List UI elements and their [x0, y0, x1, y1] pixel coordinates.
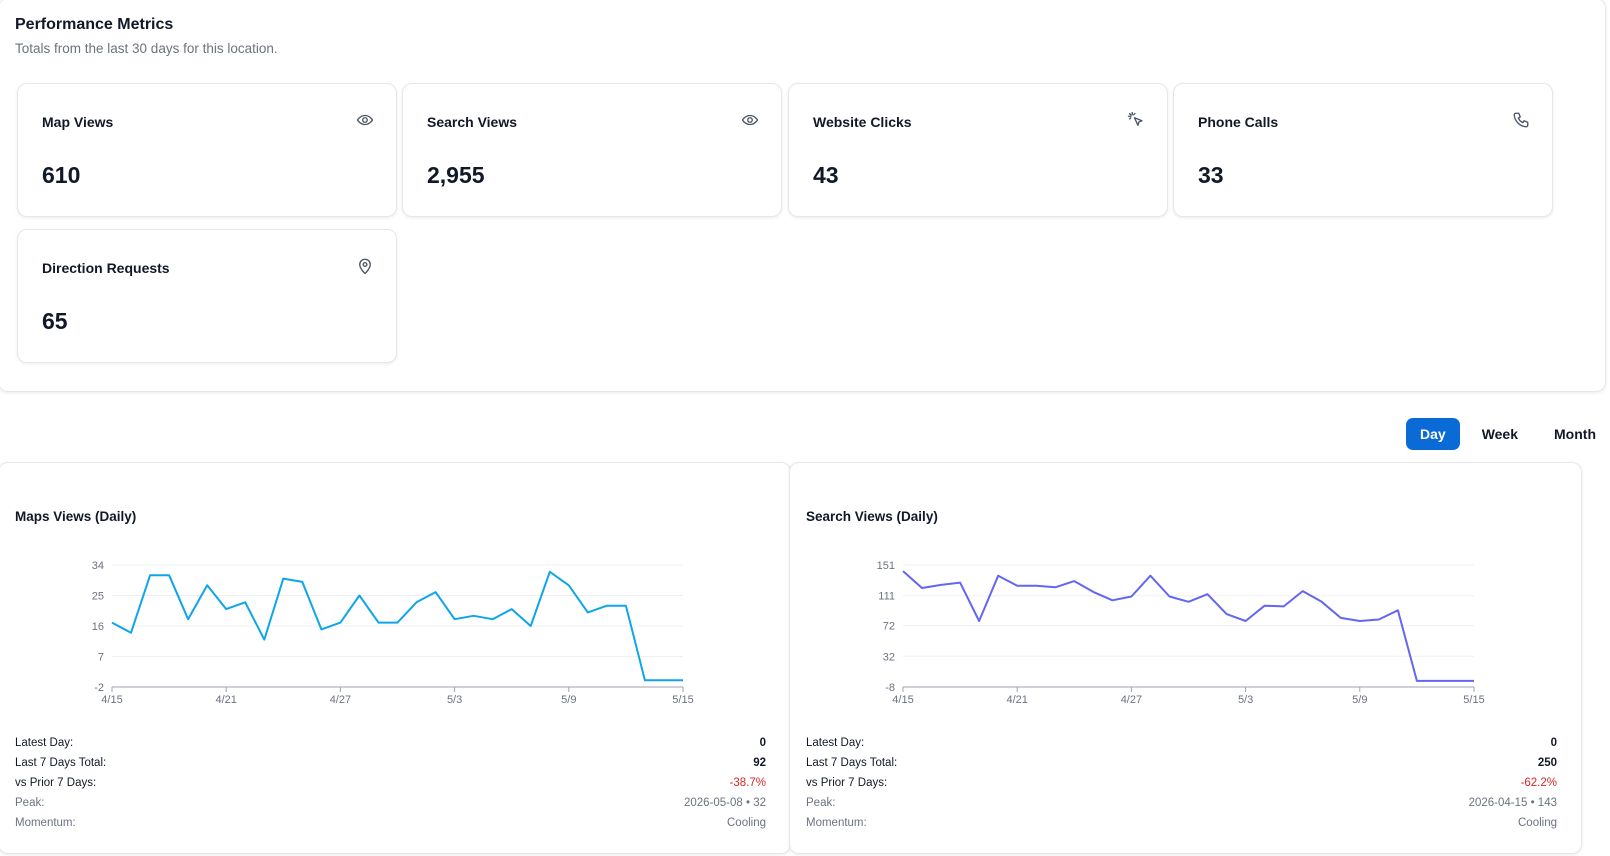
x-tick-label: 4/21	[1006, 694, 1027, 706]
metric-label: Search Views	[427, 114, 518, 130]
stat-row-last7: Last 7 Days Total: 92	[15, 753, 766, 773]
x-tick-label: 5/15	[1463, 694, 1484, 706]
stat-row-prior: vs Prior 7 Days: -38.7%	[15, 773, 766, 793]
metric-label: Map Views	[42, 114, 114, 130]
series-line	[111, 570, 683, 682]
y-tick-label: 151	[877, 560, 895, 572]
chart-stats: Latest Day: 0 Last 7 Days Total: 250 vs Pr…	[806, 733, 1557, 833]
metric-value: 43	[813, 162, 839, 188]
stat-label: Momentum:	[806, 817, 867, 829]
y-tick-label: 72	[883, 621, 895, 633]
stat-value: 250	[1537, 757, 1557, 769]
x-tick-label: 4/15	[101, 694, 122, 706]
y-tick-label: 34	[92, 560, 104, 572]
stat-label: Peak:	[15, 797, 45, 809]
phone-icon	[1512, 111, 1530, 129]
stat-label: Latest Day:	[15, 737, 74, 749]
metric-card-map-views: Map Views 610	[17, 83, 397, 217]
x-tick-label: 5/15	[672, 694, 693, 706]
metric-value: 65	[42, 308, 68, 334]
series-line	[902, 570, 1474, 682]
stat-value: -38.7%	[729, 777, 766, 789]
y-tick-label: -2	[94, 682, 104, 694]
chart-stats: Latest Day: 0 Last 7 Days Total: 92 vs Pri…	[15, 733, 766, 833]
chart-title: Maps Views (Daily)	[15, 509, 137, 524]
metric-label: Website Clicks	[813, 114, 912, 130]
metric-label: Phone Calls	[1198, 114, 1279, 130]
eye-icon	[356, 111, 374, 129]
y-tick-label: -8	[885, 682, 895, 694]
cursor-click-icon	[1127, 111, 1145, 129]
stat-label: vs Prior 7 Days:	[806, 777, 888, 789]
chart-card-maps-views: Maps Views (Daily) -2 7 16 25 34 4/15 4/21 4/27…	[0, 462, 791, 854]
x-tick-label: 5/9	[561, 694, 576, 706]
maps-views-line-chart: -2 7 16 25 34 4/15 4/21 4/27 5/3 5/9 5/15	[92, 560, 694, 706]
tab-week[interactable]: Week	[1468, 418, 1532, 450]
x-tick-label: 4/15	[892, 694, 913, 706]
tab-month[interactable]: Month	[1540, 418, 1610, 450]
y-tick-label: 111	[878, 591, 895, 603]
stat-label: Momentum:	[15, 817, 76, 829]
stat-value: -62.2%	[1520, 777, 1557, 789]
x-tick-label: 5/9	[1352, 694, 1367, 706]
metric-card-phone-calls: Phone Calls 33	[1173, 83, 1553, 217]
stat-value: 2026-05-08 • 32	[683, 797, 766, 809]
x-tick-label: 5/3	[1238, 694, 1253, 706]
stat-value: Cooling	[1518, 817, 1557, 829]
performance-metrics-panel: Performance Metrics Totals from the last…	[0, 0, 1606, 392]
map-pin-icon	[356, 257, 374, 275]
stat-row-momentum: Momentum: Cooling	[15, 813, 766, 833]
stat-row-momentum: Momentum: Cooling	[806, 813, 1557, 833]
x-tick-label: 5/3	[447, 694, 462, 706]
search-views-line-chart: -8 32 72 111 151 4/15 4/21 4/27 5/3 5/9 5/15	[877, 560, 1485, 706]
y-tick-label: 16	[92, 621, 104, 633]
stat-row-peak: Peak: 2026-05-08 • 32	[15, 793, 766, 813]
tab-day[interactable]: Day	[1406, 418, 1460, 450]
metric-card-direction-requests: Direction Requests 65	[17, 229, 397, 363]
metric-value: 610	[42, 162, 81, 188]
metric-label: Direction Requests	[42, 260, 170, 276]
eye-icon	[741, 111, 759, 129]
period-tabs: Day Week Month	[1406, 418, 1610, 450]
stat-label: vs Prior 7 Days:	[15, 777, 97, 789]
stat-row-peak: Peak: 2026-04-15 • 143	[806, 793, 1557, 813]
stat-row-latest: Latest Day: 0	[15, 733, 766, 753]
metrics-title: Performance Metrics	[15, 16, 174, 33]
stat-label: Last 7 Days Total:	[806, 757, 898, 769]
metric-value: 2,955	[427, 162, 485, 188]
stat-row-latest: Latest Day: 0	[806, 733, 1557, 753]
x-tick-label: 4/21	[215, 694, 236, 706]
stat-row-prior: vs Prior 7 Days: -62.2%	[806, 773, 1557, 793]
x-tick-label: 4/27	[330, 694, 351, 706]
stat-label: Peak:	[806, 797, 836, 809]
chart-card-search-views: Search Views (Daily) -8 32 72 111 151 4/15 4/2…	[789, 462, 1582, 854]
stat-value: 0	[1550, 737, 1557, 749]
metric-card-search-views: Search Views 2,955	[402, 83, 782, 217]
metric-card-website-clicks: Website Clicks 43	[788, 83, 1168, 217]
x-tick-label: 4/27	[1121, 694, 1142, 706]
y-tick-label: 32	[883, 651, 895, 663]
stat-value: 0	[759, 737, 766, 749]
stat-label: Last 7 Days Total:	[15, 757, 107, 769]
stat-value: Cooling	[727, 817, 766, 829]
metric-value: 33	[1198, 162, 1224, 188]
stat-row-last7: Last 7 Days Total: 250	[806, 753, 1557, 773]
stat-label: Latest Day:	[806, 737, 865, 749]
y-tick-label: 25	[92, 591, 104, 603]
stat-value: 2026-04-15 • 143	[1468, 797, 1557, 809]
y-tick-label: 7	[98, 652, 104, 664]
chart-title: Search Views (Daily)	[806, 509, 938, 524]
metrics-subtitle: Totals from the last 30 days for this lo…	[15, 41, 278, 56]
stat-value: 92	[753, 757, 766, 769]
